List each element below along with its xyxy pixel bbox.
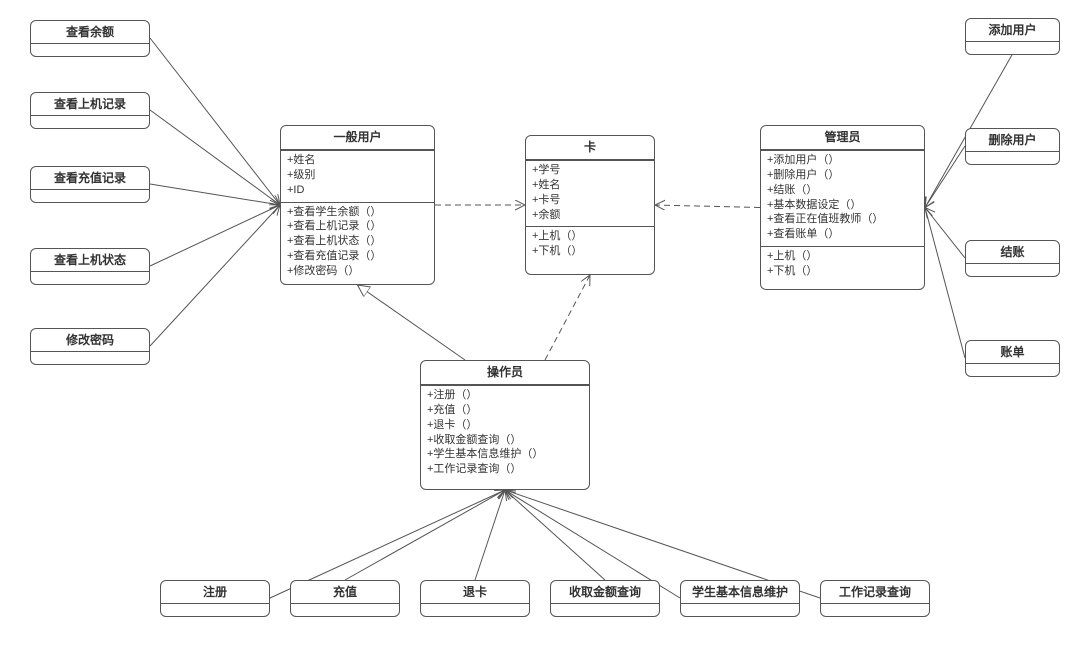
attr-row: +充值（） (427, 403, 583, 418)
node-l3: 查看充值记录 (30, 166, 150, 203)
node-user: 一般用户 +姓名+级别+ID +查看学生余额（）+查看上机记录（）+查看上机状态（）… (280, 125, 435, 285)
node-title: 查看充值记录 (31, 167, 149, 190)
attr-row: +基本数据设定（） (767, 198, 918, 213)
op-row: +下机（） (767, 264, 918, 279)
node-b1: 注册 (160, 580, 270, 617)
node-title: 查看上机记录 (31, 93, 149, 116)
node-title: 学生基本信息维护 (681, 581, 799, 604)
node-l4: 查看上机状态 (30, 248, 150, 285)
attr-row: +收取金额查询（） (427, 433, 583, 448)
node-title: 查看上机状态 (31, 249, 149, 272)
attr-row: +余额 (532, 208, 648, 223)
node-l1: 查看余额 (30, 20, 150, 57)
node-b2: 充值 (290, 580, 400, 617)
node-title: 添加用户 (966, 19, 1059, 42)
node-title: 卡 (526, 136, 654, 160)
edge-b2-operator (345, 490, 505, 580)
node-title: 管理员 (761, 126, 924, 150)
node-title: 一般用户 (281, 126, 434, 150)
node-r3: 结账 (965, 240, 1060, 277)
attr-row: +级别 (287, 168, 428, 183)
node-l2: 查看上机记录 (30, 92, 150, 129)
edge-r3-admin (925, 208, 965, 259)
op-row: +上机（） (532, 229, 648, 244)
attr-row: +注册（） (427, 388, 583, 403)
node-title: 工作记录查询 (821, 581, 929, 604)
op-row: +上机（） (767, 249, 918, 264)
edge-l3-user (150, 184, 280, 205)
edge-r4-admin (925, 208, 965, 359)
node-r1: 添加用户 (965, 18, 1060, 55)
node-title: 充值 (291, 581, 399, 604)
node-admin: 管理员 +添加用户（）+删除用户（）+结账（）+基本数据设定（）+查看正在值班教师… (760, 125, 925, 290)
node-title: 收取金额查询 (551, 581, 659, 604)
op-row: +下机（） (532, 244, 648, 259)
attr-row: +退卡（） (427, 418, 583, 433)
attr-row: +姓名 (287, 153, 428, 168)
edge-b4-operator (505, 490, 605, 580)
node-title: 查看余额 (31, 21, 149, 44)
op-row: +查看充值记录（） (287, 249, 428, 264)
attr-row: +卡号 (532, 193, 648, 208)
node-b6: 工作记录查询 (820, 580, 930, 617)
attr-row: +结账（） (767, 183, 918, 198)
node-title: 结账 (966, 241, 1059, 264)
edge-layer (0, 0, 1080, 658)
edge-l2-user (150, 110, 280, 205)
node-r4: 账单 (965, 340, 1060, 377)
node-b3: 退卡 (420, 580, 530, 617)
edge-operator-card (545, 275, 590, 360)
op-row: +修改密码（） (287, 264, 428, 279)
edge-r2-admin (925, 146, 965, 208)
edge-l1-user (150, 38, 280, 205)
attr-row: +姓名 (532, 178, 648, 193)
attr-row: +学生基本信息维护（） (427, 447, 583, 462)
node-operator: 操作员 +注册（）+充值（）+退卡（）+收取金额查询（）+学生基本信息维护（）+工… (420, 360, 590, 490)
node-r2: 删除用户 (965, 128, 1060, 165)
edge-admin-card (655, 205, 760, 208)
node-b5: 学生基本信息维护 (680, 580, 800, 617)
attr-row: +ID (287, 183, 428, 198)
node-title: 退卡 (421, 581, 529, 604)
node-b4: 收取金额查询 (550, 580, 660, 617)
edge-l4-user (150, 205, 280, 266)
attr-row: +删除用户（） (767, 168, 918, 183)
edge-operator-user (358, 285, 466, 360)
op-row: +查看上机记录（） (287, 219, 428, 234)
op-row: +查看上机状态（） (287, 234, 428, 249)
node-card: 卡 +学号+姓名+卡号+余额 +上机（）+下机（） (525, 135, 655, 275)
node-title: 删除用户 (966, 129, 1059, 152)
node-title: 操作员 (421, 361, 589, 385)
node-l5: 修改密码 (30, 328, 150, 365)
node-title: 注册 (161, 581, 269, 604)
op-row: +查看学生余额（） (287, 205, 428, 220)
attr-row: +学号 (532, 163, 648, 178)
attr-row: +添加用户（） (767, 153, 918, 168)
uml-diagram: 一般用户+姓名+级别+ID+查看学生余额（）+查看上机记录（）+查看上机状态（）… (0, 0, 1080, 658)
attr-row: +查看账单（） (767, 227, 918, 242)
node-title: 账单 (966, 341, 1059, 364)
attr-row: +工作记录查询（） (427, 462, 583, 477)
node-title: 修改密码 (31, 329, 149, 352)
attr-row: +查看正在值班教师（） (767, 212, 918, 227)
edge-b3-operator (475, 490, 505, 580)
edge-l5-user (150, 205, 280, 346)
